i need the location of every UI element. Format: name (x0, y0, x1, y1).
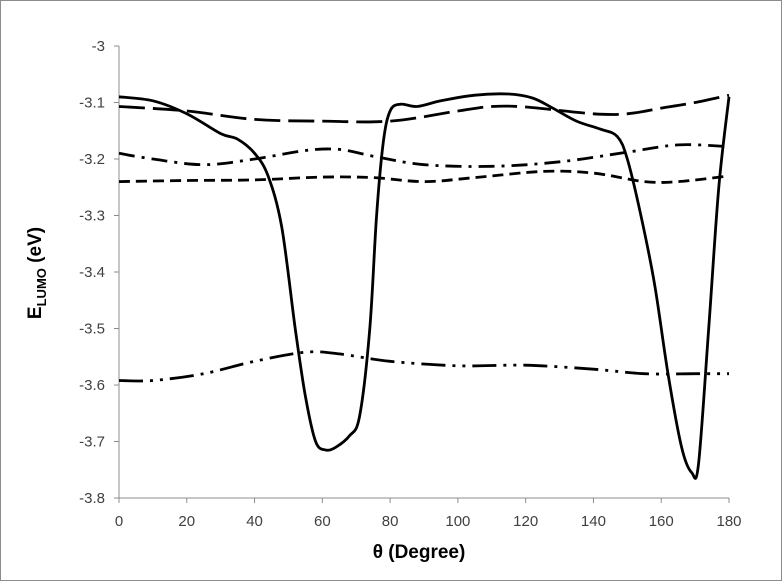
x-tick-label: 160 (649, 513, 674, 530)
series-line-2-long-dash (118, 93, 730, 124)
series-line-4-short-dash (118, 169, 730, 184)
y-tick-label: -3.6 (79, 377, 105, 394)
series-layer (118, 92, 731, 480)
y-tick-label: -3.1 (79, 95, 105, 112)
y-axis-title-subscript: LUMO (34, 268, 49, 306)
y-tick-label: -3.7 (79, 434, 105, 451)
y-axis-title-main: E (25, 306, 46, 319)
x-tick-label: 0 (115, 513, 123, 530)
y-tick-label: -3.2 (79, 151, 105, 168)
y-tick-label: -3.4 (79, 264, 105, 281)
x-tick-label: 100 (445, 513, 470, 530)
series-line-5-dash-dot-dot (118, 350, 729, 383)
y-axis: -3 -3.1 -3.2 -3.3 -3.4 -3.5 -3.6 -3.7 -3.8 (79, 38, 120, 507)
y-tick-label: -3 (92, 38, 105, 55)
y-axis-title: ELUMO (eV) (25, 227, 49, 319)
x-tick-label: 80 (382, 513, 399, 530)
series-line-1-solid (118, 92, 731, 480)
x-tick-label: 20 (178, 513, 195, 530)
x-tick-label: 60 (314, 513, 331, 530)
y-tick-label: -3.8 (79, 490, 105, 507)
y-tick-label: -3.5 (79, 321, 105, 338)
x-axis-title: θ (Degree) (373, 542, 466, 563)
x-tick-label: 40 (246, 513, 263, 530)
x-tick-label: 180 (716, 513, 741, 530)
y-tick-label: -3.3 (79, 208, 105, 225)
y-axis-title-unit: (eV) (25, 227, 46, 268)
x-tick-label: 120 (513, 513, 538, 530)
series-line-3-dash-dot (118, 143, 730, 168)
x-axis: 0 20 40 60 80 100 120 140 160 180 (115, 497, 742, 530)
x-tick-label: 140 (581, 513, 606, 530)
